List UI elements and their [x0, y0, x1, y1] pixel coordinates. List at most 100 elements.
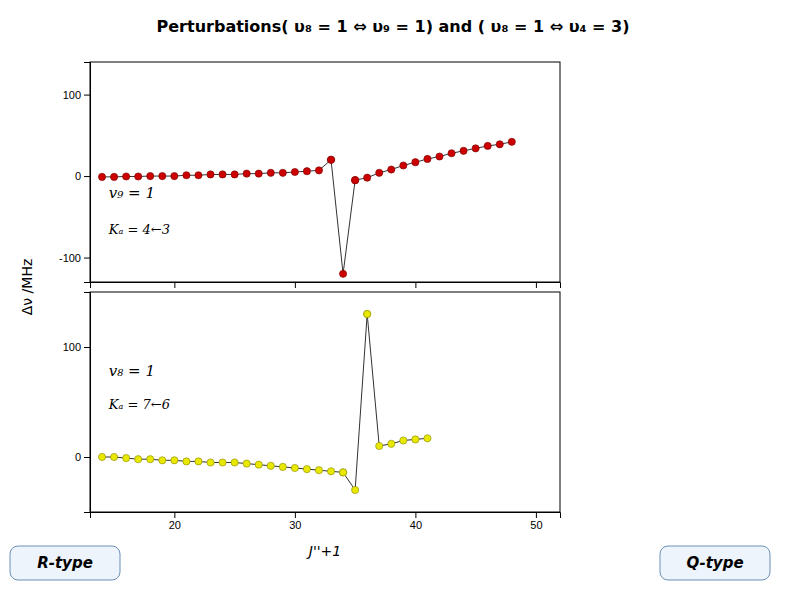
- x-axis: 20304050: [91, 512, 561, 531]
- button-box[interactable]: [10, 546, 120, 580]
- data-point: [98, 453, 105, 460]
- x-tick-label: 50: [530, 519, 542, 531]
- data-point: [243, 170, 250, 177]
- x-tick-mark: [536, 512, 537, 518]
- x-axis-title: J''+1: [306, 543, 341, 559]
- data-point: [207, 459, 214, 466]
- data-point: [315, 467, 322, 474]
- x-tick-mark: [295, 282, 296, 288]
- data-point: [400, 437, 407, 444]
- x-tick: [536, 282, 537, 288]
- x-tick-mark: [536, 282, 537, 288]
- x-tick: [295, 282, 296, 288]
- annotation: Kₐ = 4←3: [108, 222, 170, 237]
- data-point: [267, 169, 274, 176]
- data-point: [135, 456, 142, 463]
- data-point: [267, 462, 274, 469]
- x-axis: [91, 282, 561, 288]
- data-point: [183, 172, 190, 179]
- y-tick-label: 100: [63, 341, 81, 353]
- data-point: [279, 169, 286, 176]
- x-tick-mark: [174, 512, 175, 518]
- panel-1: 010020304050v₈ = 1Kₐ = 7←6: [63, 292, 561, 531]
- button-label[interactable]: Q-type: [686, 554, 743, 572]
- y-tick-mark: [84, 457, 90, 458]
- data-point: [376, 169, 383, 176]
- plot-frame: [90, 62, 560, 282]
- y-tick-mark: [84, 95, 90, 96]
- y-axis-line: [84, 63, 91, 283]
- y-tick: 0: [75, 170, 90, 182]
- data-point: [147, 456, 154, 463]
- button[interactable]: Q-type: [660, 546, 770, 580]
- button-label[interactable]: R-type: [37, 554, 93, 572]
- y-tick: 100: [63, 341, 90, 353]
- series-line: [102, 314, 427, 490]
- panel-0: -1000100v₉ = 1Kₐ = 4←3: [59, 62, 561, 288]
- y-tick-mark: [84, 258, 90, 259]
- data-point: [279, 463, 286, 470]
- y-tick-mark: [84, 176, 90, 177]
- data-point: [159, 457, 166, 464]
- y-tick: 0: [75, 451, 90, 463]
- data-point: [255, 461, 262, 468]
- x-tick: 30: [289, 512, 301, 531]
- y-tick-label: 0: [75, 451, 81, 463]
- data-point: [207, 171, 214, 178]
- y-tick-mark: [84, 347, 90, 348]
- x-tick-mark: [295, 512, 296, 518]
- data-point: [183, 458, 190, 465]
- data-point: [424, 155, 431, 162]
- data-point: [339, 469, 346, 476]
- data-point: [436, 153, 443, 160]
- data-point: [496, 141, 503, 148]
- y-tick-label: 100: [63, 89, 81, 101]
- data-point: [352, 177, 359, 184]
- data-point: [159, 172, 166, 179]
- x-tick-label: 40: [410, 519, 422, 531]
- data-point: [472, 145, 479, 152]
- data-point: [400, 162, 407, 169]
- data-point: [111, 173, 118, 180]
- data-point: [231, 459, 238, 466]
- data-point: [303, 168, 310, 175]
- data-point: [231, 171, 238, 178]
- data-point: [388, 440, 395, 447]
- y-tick-label: 0: [75, 170, 81, 182]
- title: Perturbations( υ₈ = 1 ⇔ υ₉ = 1) and ( υ₈…: [157, 17, 630, 36]
- data-point: [352, 177, 359, 184]
- x-axis-line: [91, 513, 561, 519]
- data-point: [315, 167, 322, 174]
- data-point: [364, 310, 371, 317]
- button-box[interactable]: [660, 546, 770, 580]
- data-point: [123, 455, 130, 462]
- y-axis-title: Δν /MHz: [19, 259, 35, 316]
- data-point: [484, 142, 491, 149]
- x-tick: [415, 282, 416, 288]
- data-point: [255, 170, 262, 177]
- data-point: [291, 464, 298, 471]
- data-point: [123, 173, 130, 180]
- data-point: [219, 171, 226, 178]
- x-tick-mark: [415, 282, 416, 288]
- annotation: v₈ = 1: [109, 362, 155, 380]
- data-point: [291, 168, 298, 175]
- data-point: [98, 173, 105, 180]
- data-point: [412, 159, 419, 166]
- data-point: [448, 150, 455, 157]
- y-tick: 100: [63, 89, 90, 101]
- chart: -1000100v₉ = 1Kₐ = 4←3Perturbations( υ₈ …: [0, 0, 786, 590]
- data-point: [412, 436, 419, 443]
- y-axis: 0 100: [63, 293, 91, 513]
- plot-area: [98, 310, 431, 493]
- plot-frame: [90, 292, 560, 512]
- data-point: [339, 270, 346, 277]
- data-point: [364, 310, 371, 317]
- plot-area: [98, 138, 515, 277]
- button[interactable]: R-type: [10, 546, 120, 580]
- x-tick-mark: [174, 282, 175, 288]
- x-tick-mark: [415, 512, 416, 518]
- data-point: [352, 486, 359, 493]
- data-point: [388, 166, 395, 173]
- data-point: [508, 138, 515, 145]
